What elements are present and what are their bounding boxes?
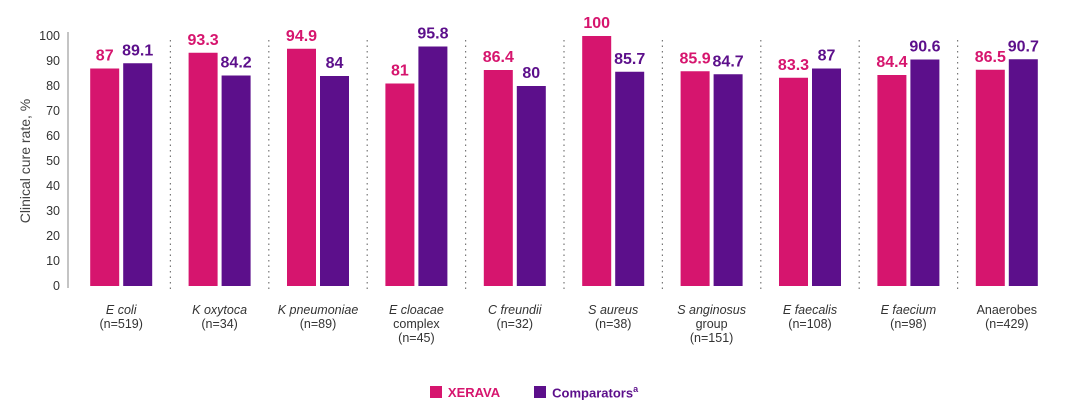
x-category-label: (n=108): [788, 317, 831, 331]
legend: XERAVA Comparatorsa: [0, 384, 1068, 400]
x-category-label: (n=45): [398, 331, 434, 345]
data-label-xerava: 81: [391, 63, 409, 80]
bar-comparators: [910, 59, 940, 286]
y-tick-label: 40: [46, 179, 60, 193]
bar-xerava: [975, 69, 1005, 286]
x-category-label: C freundii: [488, 303, 543, 317]
data-label-xerava: 100: [583, 15, 610, 32]
bar-comparators: [418, 46, 448, 286]
bar-xerava: [779, 77, 808, 286]
data-label-comparators: 90.7: [1008, 38, 1039, 55]
bar-xerava: [582, 36, 612, 286]
x-category-label: Anaerobes: [977, 303, 1037, 317]
legend-swatch-comparators: [534, 386, 547, 399]
bar-xerava: [385, 83, 415, 286]
x-category-label: K pneumoniae: [278, 303, 359, 317]
x-category-label: E faecium: [881, 303, 937, 317]
y-tick-label: 70: [46, 104, 60, 118]
y-tick-label: 60: [46, 129, 60, 143]
bar-comparators: [812, 68, 841, 286]
x-category-label: (n=89): [300, 317, 336, 331]
x-category-label: S anginosus: [677, 303, 746, 317]
x-category-label: (n=38): [595, 317, 631, 331]
bar-xerava: [90, 68, 120, 286]
data-label-comparators: 95.8: [417, 26, 448, 43]
x-category-label: S aureus: [588, 303, 638, 317]
bar-xerava: [680, 71, 710, 286]
y-tick-label: 20: [46, 229, 60, 243]
data-label-comparators: 87: [818, 48, 836, 65]
bar-comparators: [123, 63, 153, 286]
data-label-xerava: 83.3: [778, 57, 809, 74]
x-category-label: (n=151): [690, 331, 733, 345]
data-label-comparators: 84.2: [221, 55, 252, 72]
legend-item-xerava: XERAVA: [429, 384, 501, 400]
x-category-label: (n=32): [497, 317, 533, 331]
bar-comparators: [615, 71, 645, 286]
bar-comparators: [320, 76, 349, 286]
data-label-comparators: 90.6: [909, 39, 940, 56]
data-label-xerava: 94.9: [286, 28, 317, 45]
data-label-xerava: 87: [96, 48, 114, 65]
x-category-label: K oxytoca: [192, 303, 247, 317]
data-label-comparators: 84.7: [713, 53, 744, 70]
x-category-label: (n=34): [201, 317, 237, 331]
data-label-comparators: 80: [522, 65, 540, 82]
x-category-label: (n=519): [99, 317, 142, 331]
x-category-label: complex: [393, 317, 440, 331]
y-tick-label: 90: [46, 54, 60, 68]
y-tick-label: 30: [46, 204, 60, 218]
data-label-xerava: 84.4: [876, 54, 907, 71]
data-label-comparators: 89.1: [122, 42, 153, 59]
data-label-comparators: 84: [326, 55, 344, 72]
data-label-xerava: 86.5: [975, 49, 1006, 66]
legend-label-xerava: XERAVA: [447, 384, 501, 400]
bar-chart: Clinical cure rate, % 0 10 20 30 40 50 60 70 80 90…: [17, 15, 1039, 345]
x-category-label: (n=429): [985, 317, 1028, 331]
x-category-label: E cloacae: [389, 303, 444, 317]
legend-swatch-xerava: [429, 386, 442, 399]
y-tick-label: 80: [46, 79, 60, 93]
y-tick-label: 0: [53, 279, 60, 293]
bar-comparators: [221, 75, 251, 286]
x-category-label: E faecalis: [783, 303, 837, 317]
x-category-label: (n=98): [890, 317, 926, 331]
data-label-xerava: 86.4: [483, 49, 514, 66]
bar-comparators: [516, 86, 546, 286]
bar-xerava: [287, 48, 316, 286]
x-category-label: E coli: [106, 303, 138, 317]
data-label-xerava: 93.3: [188, 32, 219, 49]
y-tick-label: 50: [46, 154, 60, 168]
bar-comparators: [713, 74, 743, 286]
y-axis-label: Clinical cure rate, %: [17, 99, 33, 224]
y-tick-label: 100: [39, 29, 60, 43]
bar-xerava: [483, 70, 513, 286]
y-tick-label: 10: [46, 254, 60, 268]
data-label-xerava: 85.9: [680, 50, 711, 67]
bar-xerava: [188, 52, 218, 286]
x-category-label: group: [696, 317, 728, 331]
bar-comparators: [1008, 59, 1038, 286]
legend-label-comparators: Comparators: [552, 385, 634, 401]
legend-superscript: a: [633, 384, 639, 394]
bar-xerava: [877, 75, 907, 286]
legend-item-comparators: Comparatorsa: [534, 384, 638, 400]
data-label-comparators: 85.7: [614, 51, 645, 68]
